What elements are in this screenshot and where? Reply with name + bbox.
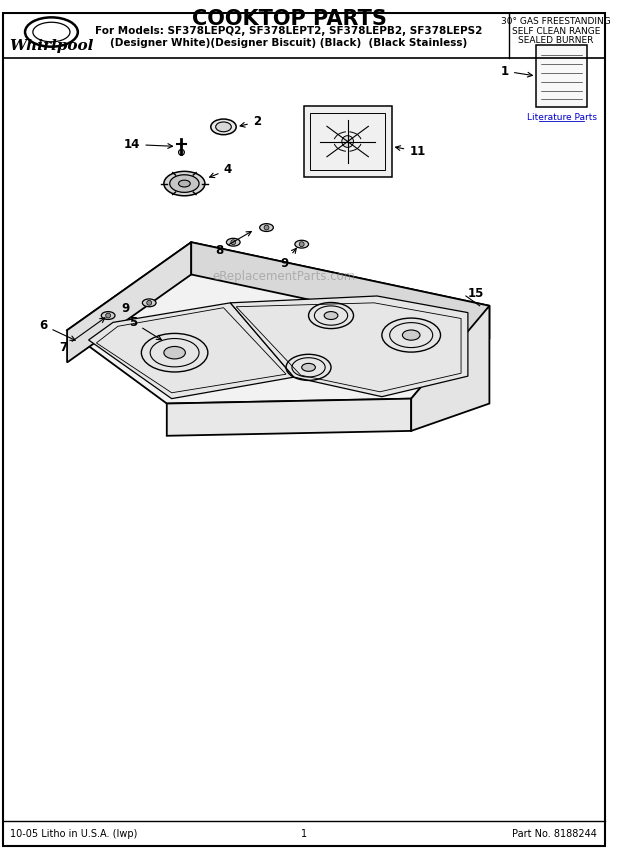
Polygon shape bbox=[67, 242, 191, 362]
Polygon shape bbox=[67, 242, 489, 403]
Text: 1: 1 bbox=[301, 829, 307, 839]
Polygon shape bbox=[304, 106, 392, 176]
Text: 8: 8 bbox=[215, 231, 251, 257]
Text: COOKTOP PARTS: COOKTOP PARTS bbox=[192, 9, 386, 29]
Text: 14: 14 bbox=[124, 138, 172, 151]
Circle shape bbox=[105, 313, 110, 318]
Ellipse shape bbox=[211, 119, 236, 134]
Text: 6: 6 bbox=[39, 318, 75, 341]
Circle shape bbox=[299, 241, 304, 247]
Text: 10-05 Litho in U.S.A. (Iwp): 10-05 Litho in U.S.A. (Iwp) bbox=[11, 829, 138, 839]
Text: (Designer White)(Designer Biscuit) (Black)  (Black Stainless): (Designer White)(Designer Biscuit) (Blac… bbox=[110, 38, 467, 48]
Text: 4: 4 bbox=[210, 163, 232, 177]
Text: SELF CLEAN RANGE: SELF CLEAN RANGE bbox=[512, 27, 600, 36]
Circle shape bbox=[264, 225, 269, 230]
Circle shape bbox=[231, 240, 236, 245]
Ellipse shape bbox=[170, 175, 199, 193]
Text: 15: 15 bbox=[468, 287, 484, 300]
Polygon shape bbox=[167, 399, 411, 436]
Text: SEALED BURNER: SEALED BURNER bbox=[518, 36, 593, 45]
Text: 11: 11 bbox=[396, 145, 425, 158]
Polygon shape bbox=[411, 306, 489, 431]
Text: 1: 1 bbox=[501, 65, 533, 78]
Ellipse shape bbox=[402, 330, 420, 340]
Text: 5: 5 bbox=[129, 316, 161, 340]
Circle shape bbox=[179, 149, 184, 155]
Ellipse shape bbox=[302, 364, 316, 372]
Circle shape bbox=[147, 300, 152, 306]
Ellipse shape bbox=[226, 238, 240, 247]
Ellipse shape bbox=[143, 299, 156, 306]
FancyBboxPatch shape bbox=[536, 45, 587, 107]
Text: 7: 7 bbox=[59, 318, 105, 354]
Ellipse shape bbox=[164, 171, 205, 196]
Ellipse shape bbox=[295, 241, 309, 248]
Ellipse shape bbox=[324, 312, 338, 319]
Circle shape bbox=[342, 135, 353, 147]
Text: Part No. 8188244: Part No. 8188244 bbox=[512, 829, 597, 839]
Ellipse shape bbox=[101, 312, 115, 319]
Ellipse shape bbox=[164, 347, 185, 359]
Text: 9: 9 bbox=[122, 302, 130, 315]
Text: Whirlpool: Whirlpool bbox=[9, 39, 94, 53]
Polygon shape bbox=[231, 296, 468, 396]
Polygon shape bbox=[89, 303, 294, 399]
Polygon shape bbox=[191, 242, 489, 338]
Text: Literature Parts: Literature Parts bbox=[527, 113, 596, 122]
Ellipse shape bbox=[179, 180, 190, 187]
Text: For Models: SF378LEPQ2, SF378LEPT2, SF378LEPB2, SF378LEPS2: For Models: SF378LEPQ2, SF378LEPT2, SF37… bbox=[95, 26, 483, 36]
Text: 2: 2 bbox=[240, 116, 261, 128]
Text: 9: 9 bbox=[280, 248, 296, 270]
Text: eReplacementParts.com: eReplacementParts.com bbox=[213, 270, 356, 283]
Text: 30° GAS FREESTANDING: 30° GAS FREESTANDING bbox=[501, 17, 611, 26]
Ellipse shape bbox=[260, 223, 273, 231]
Ellipse shape bbox=[216, 122, 231, 132]
